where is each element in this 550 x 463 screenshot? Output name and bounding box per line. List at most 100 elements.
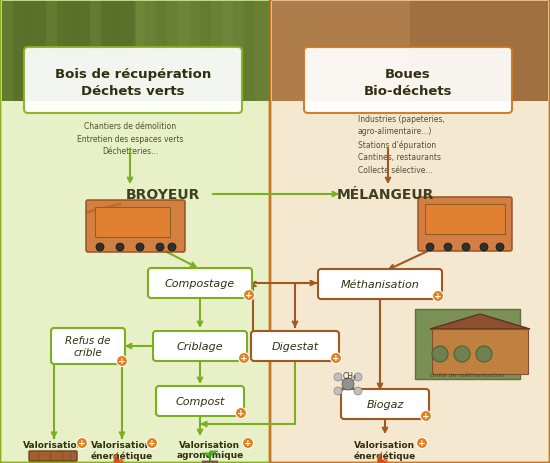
Text: BROYEUR: BROYEUR [126, 188, 200, 201]
Circle shape [244, 290, 255, 301]
Circle shape [168, 244, 176, 251]
Circle shape [331, 353, 342, 364]
Text: +: + [118, 357, 126, 366]
Bar [222, 2, 233, 102]
Text: Chantiers de démolition
Entretien des espaces verts
Déchetteries...: Chantiers de démolition Entretien des es… [77, 122, 183, 156]
Circle shape [136, 244, 144, 251]
Bar [46, 2, 57, 102]
Circle shape [117, 356, 128, 367]
FancyBboxPatch shape [251, 332, 339, 361]
Bar [95, 207, 170, 238]
Bar [134, 2, 145, 102]
Circle shape [462, 244, 470, 251]
FancyBboxPatch shape [86, 200, 185, 252]
Circle shape [116, 244, 124, 251]
FancyBboxPatch shape [341, 389, 429, 419]
Circle shape [421, 411, 432, 422]
Text: Refus de
crible: Refus de crible [65, 336, 111, 357]
Text: +: + [78, 438, 86, 448]
Circle shape [354, 373, 362, 381]
FancyBboxPatch shape [153, 332, 247, 361]
Text: Bois de récupération
Déchets verts: Bois de récupération Déchets verts [55, 68, 211, 98]
Bar [2, 2, 13, 102]
FancyBboxPatch shape [0, 0, 272, 463]
Circle shape [444, 244, 452, 251]
Circle shape [334, 387, 342, 395]
Circle shape [480, 244, 488, 251]
Circle shape [243, 438, 254, 449]
Polygon shape [376, 452, 384, 463]
Circle shape [454, 346, 470, 362]
Bar [272, 2, 548, 102]
Bar [68, 2, 79, 102]
Bar [178, 2, 189, 102]
Polygon shape [430, 314, 530, 329]
FancyBboxPatch shape [304, 48, 512, 114]
FancyBboxPatch shape [29, 451, 77, 461]
Text: +: + [244, 438, 252, 448]
Circle shape [432, 291, 443, 302]
Text: +: + [422, 412, 430, 420]
FancyBboxPatch shape [51, 328, 125, 364]
Circle shape [496, 244, 504, 251]
Circle shape [156, 244, 164, 251]
Bar [112, 2, 123, 102]
Circle shape [96, 244, 104, 251]
Text: Valorisation
énergétique: Valorisation énergétique [354, 440, 416, 460]
Bar [2, 2, 270, 102]
Text: +: + [418, 438, 426, 448]
Text: Digestat: Digestat [272, 341, 318, 351]
Polygon shape [113, 455, 124, 463]
Text: +: + [245, 291, 253, 300]
Text: Compostage: Compostage [165, 278, 235, 288]
Text: Valorisation
énergétique: Valorisation énergétique [91, 440, 153, 460]
Text: Biogaz: Biogaz [366, 399, 404, 409]
Bar [415, 309, 520, 379]
Circle shape [432, 346, 448, 362]
Text: Compost: Compost [175, 396, 225, 406]
Circle shape [426, 244, 434, 251]
Circle shape [235, 407, 246, 419]
Circle shape [476, 346, 492, 362]
FancyBboxPatch shape [270, 0, 550, 463]
Text: +: + [434, 292, 442, 301]
Text: Criblage: Criblage [177, 341, 223, 351]
Text: Unité de méthanisation: Unité de méthanisation [430, 373, 504, 378]
Circle shape [416, 438, 427, 449]
Bar [2, 2, 136, 102]
Polygon shape [202, 461, 218, 463]
Text: CH₄: CH₄ [343, 372, 357, 381]
Bar [200, 2, 211, 102]
Bar [244, 2, 255, 102]
Text: +: + [237, 409, 245, 418]
Circle shape [76, 438, 87, 449]
Bar [24, 2, 35, 102]
Text: Boues
Bio-déchets: Boues Bio-déchets [364, 68, 452, 98]
Text: +: + [148, 438, 156, 448]
Circle shape [146, 438, 157, 449]
FancyBboxPatch shape [318, 269, 442, 300]
Polygon shape [202, 453, 210, 457]
FancyBboxPatch shape [418, 198, 512, 251]
Polygon shape [377, 455, 388, 463]
Polygon shape [112, 452, 120, 463]
Text: Valorisation
agronomique: Valorisation agronomique [177, 440, 244, 459]
Polygon shape [210, 451, 218, 455]
Text: +: + [240, 354, 248, 363]
FancyBboxPatch shape [24, 48, 242, 114]
Bar [156, 2, 167, 102]
Circle shape [239, 353, 250, 364]
FancyBboxPatch shape [148, 269, 252, 298]
Text: Valorisation
matière: Valorisation matière [24, 440, 85, 459]
Text: Industries (papeteries,
agro-alimentaire...)
Stations d'épuration
Cantines, rest: Industries (papeteries, agro-alimentaire… [358, 115, 445, 175]
Bar [425, 205, 505, 234]
FancyBboxPatch shape [156, 386, 244, 416]
Text: MÉLANGEUR: MÉLANGEUR [336, 188, 434, 201]
Text: +: + [332, 354, 340, 363]
Circle shape [334, 373, 342, 381]
Text: Méthanisation: Méthanisation [340, 279, 419, 289]
Bar [432, 329, 528, 374]
Circle shape [342, 378, 354, 390]
Bar [272, 2, 410, 102]
Bar [90, 2, 101, 102]
